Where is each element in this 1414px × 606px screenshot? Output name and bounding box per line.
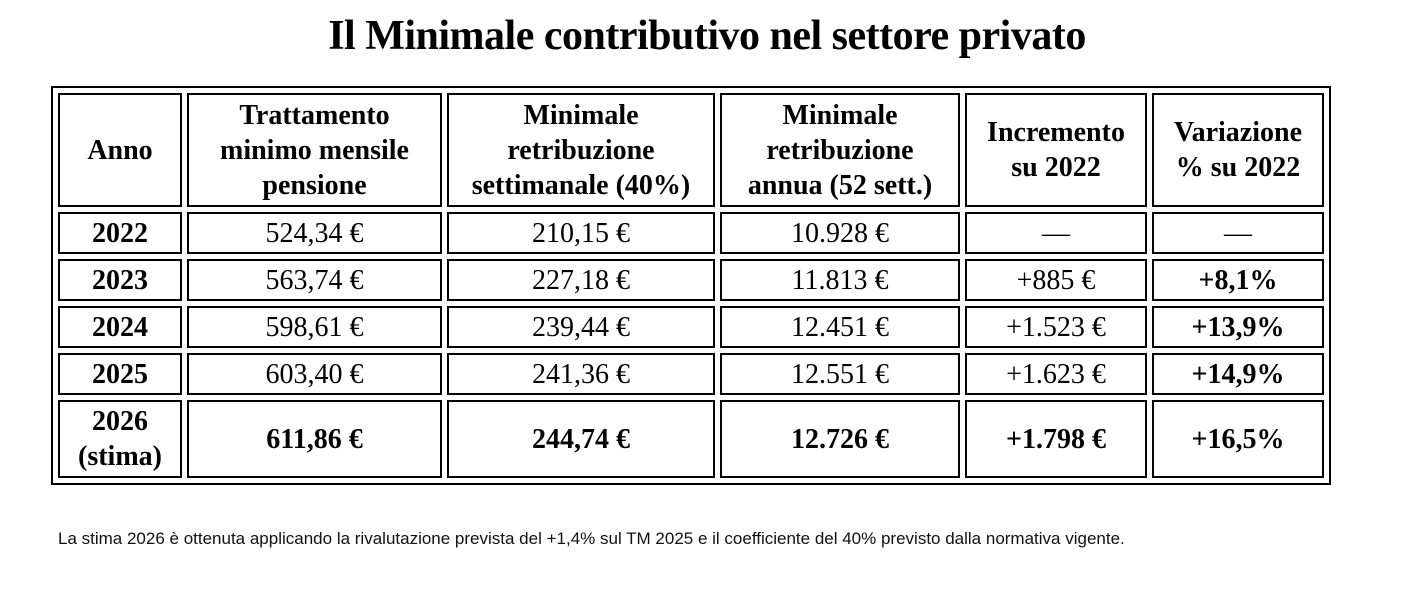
cell-anno: 2025 — [58, 353, 182, 395]
col-header-anno: Anno — [58, 93, 182, 207]
col-header-incremento: Incremento su 2022 — [965, 93, 1147, 207]
cell-variazione: +16,5% — [1152, 400, 1324, 478]
cell-incremento: +1.798 € — [965, 400, 1147, 478]
cell-incremento: +1.623 € — [965, 353, 1147, 395]
cell-annua: 12.451 € — [720, 306, 960, 348]
cell-annua: 11.813 € — [720, 259, 960, 301]
cell-anno: 2026 (stima) — [58, 400, 182, 478]
cell-anno: 2023 — [58, 259, 182, 301]
cell-incremento: +1.523 € — [965, 306, 1147, 348]
table-row-2025: 2025 603,40 € 241,36 € 12.551 € +1.623 €… — [58, 353, 1324, 395]
cell-incremento: +885 € — [965, 259, 1147, 301]
cell-anno: 2022 — [58, 212, 182, 254]
page-title: Il Minimale contributivo nel settore pri… — [328, 13, 1086, 59]
contribution-table: Anno Trattamento minimo mensile pensione… — [51, 86, 1331, 485]
cell-variazione: +8,1% — [1152, 259, 1324, 301]
table-row-2026-stima: 2026 (stima) 611,86 € 244,74 € 12.726 € … — [58, 400, 1324, 478]
cell-settimanale: 244,74 € — [447, 400, 715, 478]
cell-trattamento: 598,61 € — [187, 306, 442, 348]
cell-variazione: — — [1152, 212, 1324, 254]
col-header-settimanale: Minimale retribuzione settimanale (40%) — [447, 93, 715, 207]
cell-trattamento: 603,40 € — [187, 353, 442, 395]
cell-trattamento: 563,74 € — [187, 259, 442, 301]
cell-trattamento: 524,34 € — [187, 212, 442, 254]
header-row: Anno Trattamento minimo mensile pensione… — [58, 93, 1324, 207]
cell-variazione: +13,9% — [1152, 306, 1324, 348]
cell-variazione: +14,9% — [1152, 353, 1324, 395]
footnote: La stima 2026 è ottenuta applicando la r… — [58, 529, 1125, 548]
table-row-2023: 2023 563,74 € 227,18 € 11.813 € +885 € +… — [58, 259, 1324, 301]
col-header-annua: Minimale retribuzione annua (52 sett.) — [720, 93, 960, 207]
cell-settimanale: 227,18 € — [447, 259, 715, 301]
cell-annua: 12.726 € — [720, 400, 960, 478]
table-row-2022: 2022 524,34 € 210,15 € 10.928 € — — — [58, 212, 1324, 254]
cell-settimanale: 241,36 € — [447, 353, 715, 395]
cell-settimanale: 210,15 € — [447, 212, 715, 254]
col-header-variazione: Variazione % su 2022 — [1152, 93, 1324, 207]
cell-trattamento: 611,86 € — [187, 400, 442, 478]
table-row-2024: 2024 598,61 € 239,44 € 12.451 € +1.523 €… — [58, 306, 1324, 348]
cell-annua: 10.928 € — [720, 212, 960, 254]
cell-annua: 12.551 € — [720, 353, 960, 395]
cell-anno: 2024 — [58, 306, 182, 348]
cell-settimanale: 239,44 € — [447, 306, 715, 348]
cell-incremento: — — [965, 212, 1147, 254]
col-header-trattamento: Trattamento minimo mensile pensione — [187, 93, 442, 207]
